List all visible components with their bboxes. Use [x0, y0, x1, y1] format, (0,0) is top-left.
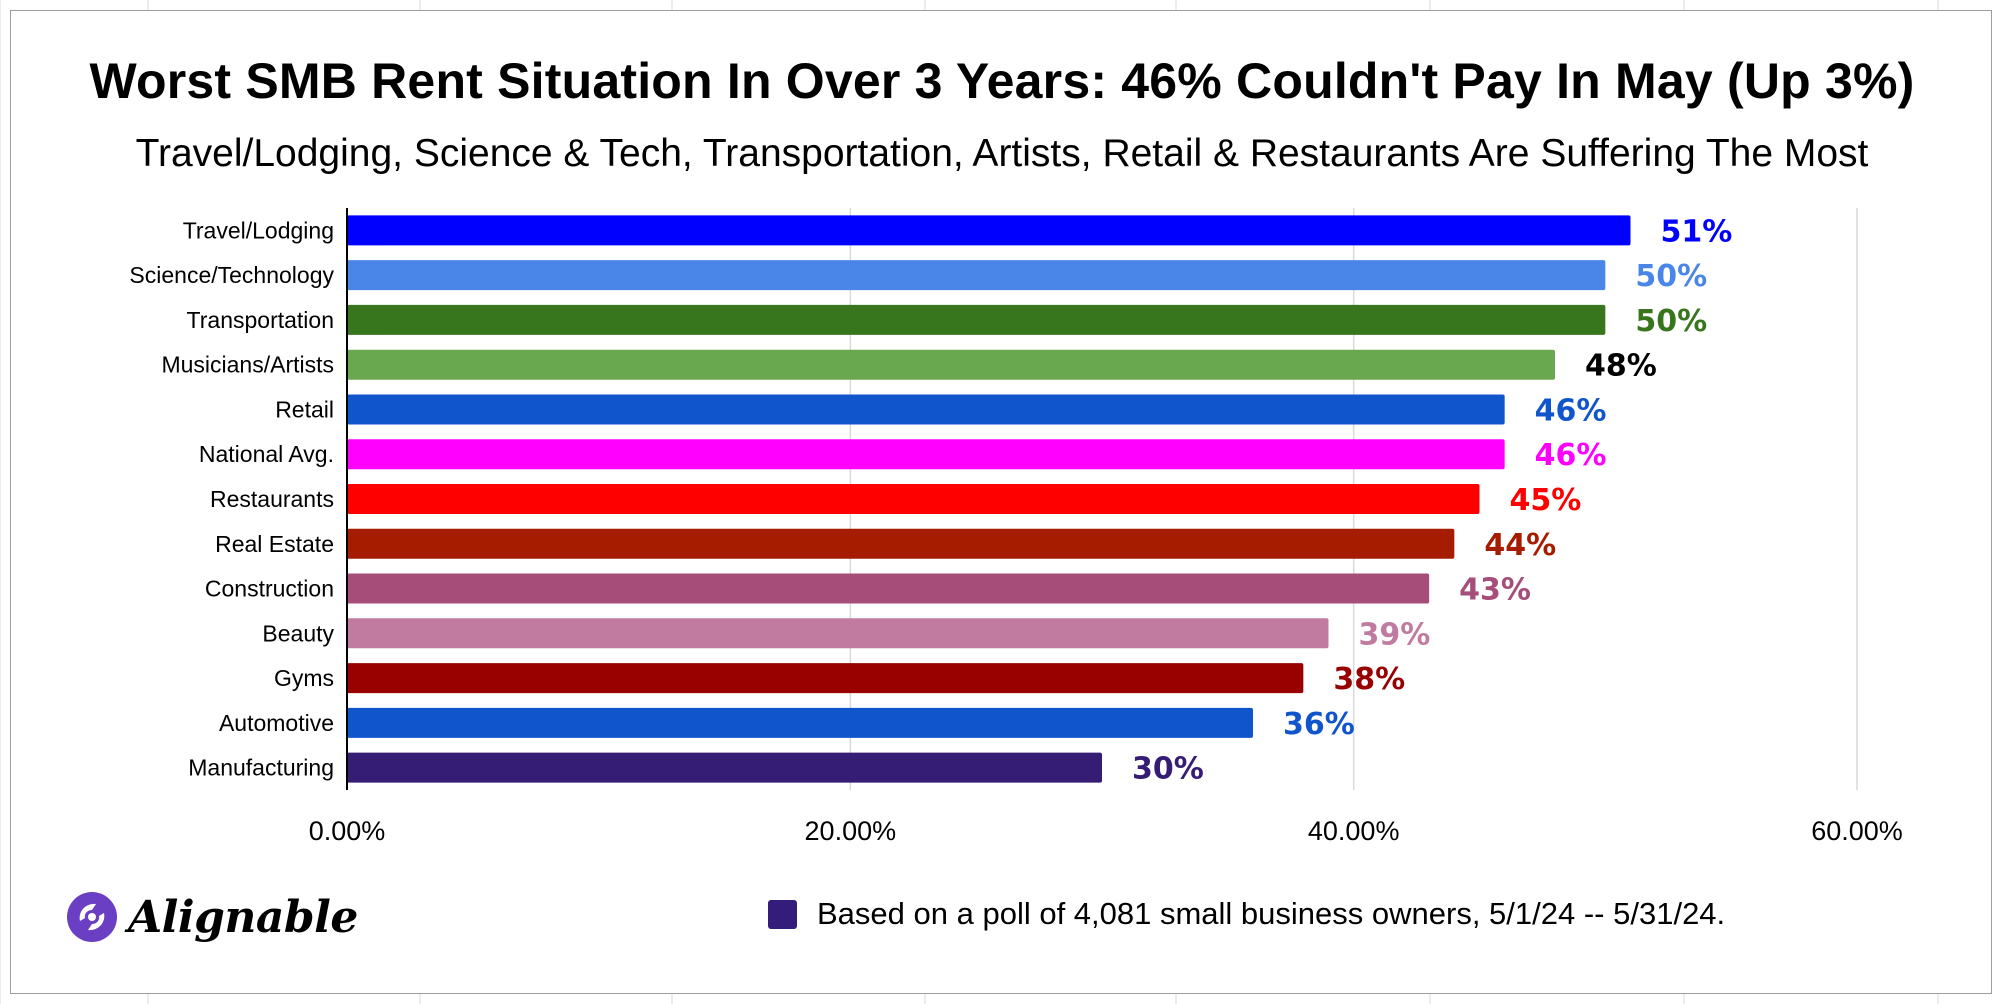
bar — [347, 707, 1253, 738]
data-label: 46% — [1535, 393, 1607, 428]
bar — [347, 528, 1455, 559]
alignable-logo-icon — [67, 892, 117, 942]
data-label: 38% — [1333, 662, 1405, 697]
category-label: Beauty — [262, 620, 334, 646]
bar — [347, 484, 1480, 514]
bar — [347, 260, 1606, 291]
bar — [347, 215, 1631, 246]
category-label: Science/Technology — [129, 262, 334, 288]
data-label: 39% — [1359, 617, 1431, 652]
bar — [347, 349, 1555, 380]
data-label: 46% — [1535, 438, 1607, 473]
data-label: 36% — [1283, 707, 1355, 742]
bar — [347, 439, 1505, 470]
x-tick-label: 60.00% — [1811, 816, 1903, 846]
x-tick-label: 40.00% — [1308, 816, 1400, 846]
legend-label: Based on a poll of 4,081 small business … — [817, 896, 1726, 931]
category-label: National Avg. — [199, 441, 334, 467]
x-tick-label: 0.00% — [309, 816, 386, 846]
chart-subtitle: Travel/Lodging, Science & Tech, Transpor… — [135, 132, 1869, 175]
category-label: Restaurants — [210, 486, 334, 512]
legend-swatch — [768, 899, 797, 929]
bar — [347, 752, 1102, 783]
bar-chart-plot: 0.00% 20.00% 40.00% 60.00% Travel/Lodging 51%… — [129, 208, 1903, 846]
category-label: Automotive — [219, 710, 334, 736]
alignable-logo: Alignable — [66, 882, 358, 952]
legend: Based on a poll of 4,081 small business … — [768, 896, 1725, 932]
data-label: 48% — [1585, 349, 1657, 384]
category-label: Travel/Lodging — [183, 217, 334, 243]
chart-title: Worst SMB Rent Situation In Over 3 Years… — [89, 53, 1915, 109]
category-label: Construction — [205, 576, 334, 602]
bar — [347, 573, 1430, 604]
bar — [347, 618, 1329, 649]
data-label: 51% — [1661, 214, 1733, 249]
data-label: 43% — [1459, 573, 1531, 608]
bar — [347, 663, 1304, 694]
data-label: 30% — [1132, 752, 1204, 787]
logo-text: Alignable — [128, 891, 358, 943]
category-label: Retail — [275, 396, 334, 422]
category-label: Transportation — [187, 307, 334, 333]
data-label: 45% — [1510, 483, 1582, 518]
bar — [347, 394, 1505, 425]
category-label: Real Estate — [215, 531, 334, 557]
category-label: Manufacturing — [188, 755, 334, 781]
category-label: Musicians/Artists — [161, 352, 334, 378]
data-label: 44% — [1484, 528, 1556, 563]
x-tick-label: 20.00% — [805, 816, 897, 846]
category-label: Gyms — [274, 665, 334, 691]
bar — [347, 304, 1606, 335]
data-label: 50% — [1635, 304, 1707, 339]
data-label: 50% — [1635, 259, 1707, 294]
